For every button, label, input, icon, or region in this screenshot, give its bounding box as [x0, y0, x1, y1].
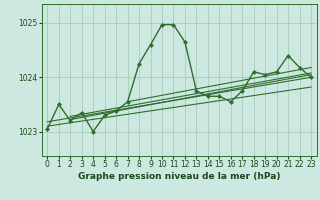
X-axis label: Graphe pression niveau de la mer (hPa): Graphe pression niveau de la mer (hPa) — [78, 172, 280, 181]
